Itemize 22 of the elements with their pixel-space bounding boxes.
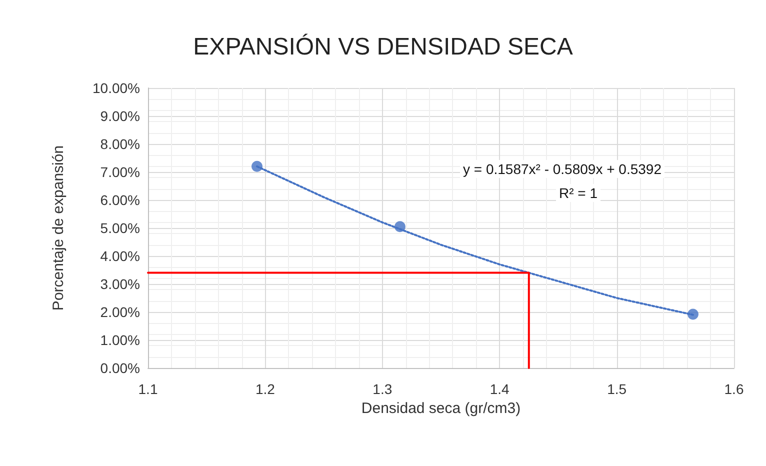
y-tick-label: 8.00% <box>100 136 140 152</box>
x-axis-title: Densidad seca (gr/cm3) <box>361 400 521 417</box>
x-tick-label: 1.4 <box>490 381 510 397</box>
x-tick-label: 1.6 <box>724 381 744 397</box>
y-tick-label: 2.00% <box>100 304 140 320</box>
y-tick-label: 1.00% <box>100 332 140 348</box>
y-axis-title: Porcentaje de expansión <box>50 145 67 311</box>
y-tick-label: 3.00% <box>100 276 140 292</box>
y-tick-label: 6.00% <box>100 192 140 208</box>
y-tick-label: 4.00% <box>100 248 140 264</box>
y-tick-label: 7.00% <box>100 164 140 180</box>
annotation: y = 0.1587x² - 0.5809x + 0.5392 <box>463 161 662 177</box>
annotation: R² = 1 <box>559 185 598 201</box>
y-tick-label: 0.00% <box>100 360 140 376</box>
x-tick-label: 1.1 <box>138 381 158 397</box>
y-tick-label: 9.00% <box>100 108 140 124</box>
y-tick-label: 10.00% <box>92 80 140 96</box>
y-tick-label: 5.00% <box>100 220 140 236</box>
x-tick-label: 1.2 <box>255 381 276 397</box>
x-tick-label: 1.3 <box>372 381 392 397</box>
chart-title: EXPANSIÓN VS DENSIDAD SECA <box>193 34 573 60</box>
x-tick-label: 1.5 <box>607 381 627 397</box>
